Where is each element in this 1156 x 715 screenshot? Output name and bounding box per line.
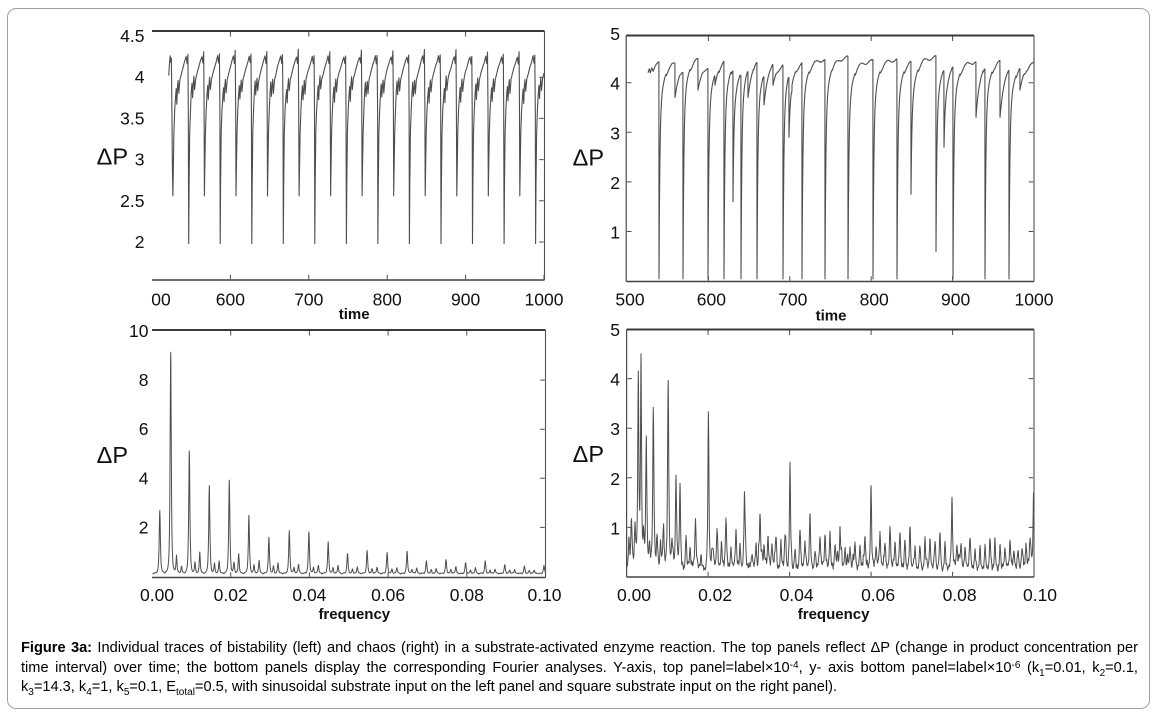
svg-text:0.06: 0.06 bbox=[371, 585, 405, 605]
svg-text:5: 5 bbox=[610, 24, 620, 44]
svg-text:600: 600 bbox=[697, 290, 726, 310]
svg-text:900: 900 bbox=[941, 290, 970, 310]
svg-text:0.08: 0.08 bbox=[450, 585, 484, 605]
svg-text:4: 4 bbox=[610, 370, 620, 390]
svg-text:4: 4 bbox=[139, 468, 149, 488]
svg-text:8: 8 bbox=[139, 370, 149, 390]
svg-text:frequency: frequency bbox=[318, 606, 390, 623]
svg-text:1000: 1000 bbox=[525, 290, 564, 310]
svg-text:0.04: 0.04 bbox=[780, 585, 814, 605]
svg-text:800: 800 bbox=[373, 290, 402, 310]
svg-text:700: 700 bbox=[778, 290, 807, 310]
svg-text:3: 3 bbox=[135, 150, 145, 170]
svg-text:2: 2 bbox=[135, 232, 145, 252]
svg-text:2.5: 2.5 bbox=[120, 191, 144, 211]
svg-text:800: 800 bbox=[860, 290, 889, 310]
svg-text:0.10: 0.10 bbox=[527, 585, 561, 605]
svg-text:900: 900 bbox=[451, 290, 480, 310]
svg-text:0.02: 0.02 bbox=[214, 585, 248, 605]
svg-text:3: 3 bbox=[610, 419, 620, 439]
svg-text:6: 6 bbox=[139, 419, 149, 439]
svg-text:1: 1 bbox=[610, 223, 620, 243]
svg-text:700: 700 bbox=[294, 290, 323, 310]
svg-text:600: 600 bbox=[216, 290, 245, 310]
svg-text:1: 1 bbox=[610, 518, 620, 538]
svg-text:0.02: 0.02 bbox=[698, 585, 732, 605]
svg-text:500: 500 bbox=[615, 290, 644, 310]
svg-text:4: 4 bbox=[610, 74, 620, 94]
svg-text:4: 4 bbox=[135, 67, 145, 87]
svg-text:5: 5 bbox=[610, 320, 620, 340]
svg-text:0.10: 0.10 bbox=[1023, 585, 1057, 605]
svg-text:0.04: 0.04 bbox=[292, 585, 326, 605]
svg-text:2: 2 bbox=[610, 469, 620, 489]
svg-text:frequency: frequency bbox=[798, 606, 870, 623]
svg-text:ΔP: ΔP bbox=[573, 145, 604, 171]
svg-text:ΔP: ΔP bbox=[97, 442, 128, 468]
svg-text:0.06: 0.06 bbox=[861, 585, 895, 605]
svg-text:2: 2 bbox=[139, 517, 149, 537]
svg-text:2: 2 bbox=[610, 173, 620, 193]
svg-text:3.5: 3.5 bbox=[120, 108, 144, 128]
svg-text:ΔP: ΔP bbox=[573, 441, 604, 467]
svg-text:3: 3 bbox=[610, 123, 620, 143]
svg-text:4.5: 4.5 bbox=[120, 26, 144, 46]
svg-text:time: time bbox=[339, 306, 370, 323]
svg-text:1000: 1000 bbox=[1015, 290, 1054, 310]
svg-text:10: 10 bbox=[129, 321, 149, 341]
svg-text:0.00: 0.00 bbox=[140, 585, 174, 605]
svg-text:00: 00 bbox=[151, 290, 171, 310]
svg-text:0.00: 0.00 bbox=[617, 585, 651, 605]
svg-text:0.08: 0.08 bbox=[943, 585, 977, 605]
svg-text:ΔP: ΔP bbox=[97, 144, 128, 170]
svg-text:time: time bbox=[816, 308, 847, 325]
